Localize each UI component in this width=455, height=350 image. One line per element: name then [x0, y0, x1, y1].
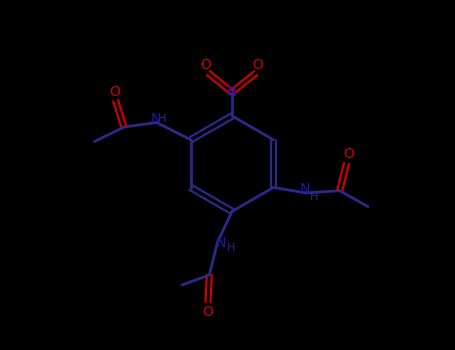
Text: O: O [201, 58, 212, 72]
Text: N: N [151, 112, 161, 126]
Text: N: N [216, 236, 226, 250]
Text: N: N [227, 85, 237, 99]
Text: H: H [310, 191, 318, 202]
Text: N: N [300, 182, 310, 196]
Text: O: O [202, 305, 213, 319]
Text: H: H [227, 243, 235, 253]
Text: O: O [253, 58, 263, 72]
Text: H: H [158, 114, 167, 124]
Text: O: O [109, 85, 120, 99]
Text: O: O [344, 147, 354, 161]
